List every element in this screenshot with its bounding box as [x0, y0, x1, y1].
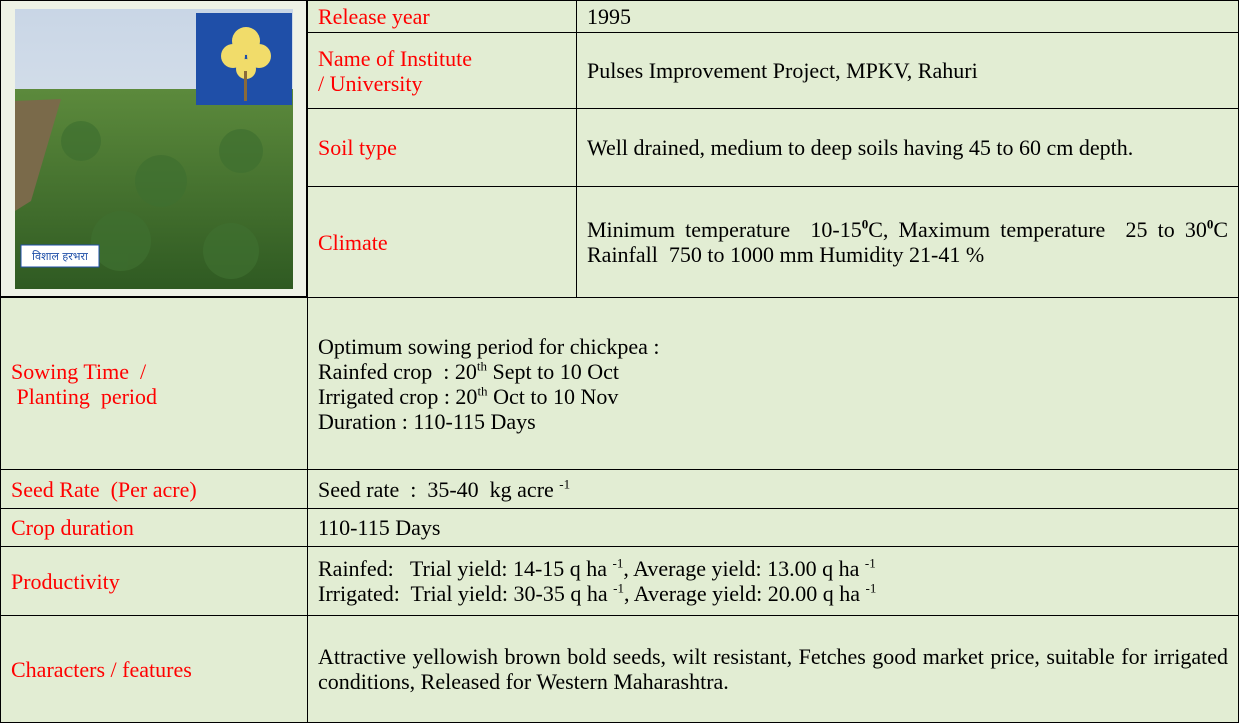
text: Oct to 10 Nov [487, 383, 619, 409]
superscript: -1 [864, 555, 876, 571]
row-label: Characters / features [0, 615, 308, 723]
text: Irrigated: Trial yield: 30-35 q ha [318, 581, 614, 606]
text: C, Maximum temperature 25 to 30 [868, 217, 1207, 242]
text: Rainfed crop : 20 [318, 358, 477, 384]
row-label: Release year [307, 0, 577, 33]
row-label: Climate [307, 186, 577, 298]
row-label: Crop duration [0, 508, 308, 547]
row-value: 1995 [576, 0, 1239, 33]
row-value: Minimum temperature 10-150C, Maximum tem… [576, 186, 1239, 298]
value-line: Seed rate : 35-40 kg acre -1 [318, 477, 1228, 502]
text: Seed rate : 35-40 kg acre [318, 476, 560, 502]
superscript: 0 [861, 216, 869, 232]
superscript: -1 [612, 555, 624, 571]
text: Irrigated crop : 20 [318, 383, 478, 409]
label-line: Sowing Time / [11, 358, 147, 384]
photo: विशाल हरभरा [15, 9, 293, 289]
row-label: Name of Institute / University [307, 32, 577, 109]
row-value: Optimum sowing period for chickpea : Rain… [307, 297, 1239, 470]
text: Duration : 110-115 Days [318, 408, 536, 434]
row-value: 110-115 Days [307, 508, 1239, 547]
label-line: Characters / features [11, 656, 192, 682]
text: Rainfed: Trial yield: 14-15 q ha [318, 556, 613, 581]
value-line: Irrigated crop : 20th Oct to 10 Nov [318, 384, 1228, 409]
value-line: Minimum temperature 10-150C, Maximum tem… [587, 217, 1228, 267]
text: 110-115 Days [318, 515, 441, 540]
row-value: Rainfed: Trial yield: 14-15 q ha -1, Ave… [307, 546, 1239, 616]
text: C Rainfall 750 to 1000 mm Humidity 21-41… [587, 217, 1234, 267]
value-line: Irrigated: Trial yield: 30-35 q ha -1, A… [318, 581, 1228, 606]
text: Sept to 10 Oct [486, 358, 619, 384]
row-label: Soil type [307, 108, 577, 187]
value-line: Optimum sowing period for chickpea : [318, 334, 1228, 359]
label-line: Crop duration [11, 515, 134, 540]
row-value: Well drained, medium to deep soils havin… [576, 108, 1239, 187]
label-line: Productivity [11, 568, 120, 594]
row-value: Attractive yellowish brown bold seeds, w… [307, 615, 1239, 723]
superscript: th [477, 383, 488, 399]
superscript: th [476, 358, 487, 374]
text: Attractive yellowish brown bold seeds, w… [318, 644, 1234, 694]
label-line: Seed Rate (Per acre) [11, 476, 197, 502]
row-value: Pulses Improvement Project, MPKV, Rahuri [576, 32, 1239, 109]
value-line: Rainfed: Trial yield: 14-15 q ha -1, Ave… [318, 556, 1228, 581]
superscript: -1 [613, 580, 624, 596]
text: Optimum sowing period for chickpea : [318, 333, 660, 359]
value-line: Pulses Improvement Project, MPKV, Rahuri [587, 58, 1228, 83]
label-line: / University [318, 70, 423, 96]
text: Well drained, medium to deep soils havin… [587, 135, 1134, 160]
label-line: Name of Institute [318, 45, 472, 71]
label-line: Soil type [318, 135, 397, 160]
label-line: Climate [318, 229, 388, 255]
value-line: Attractive yellowish brown bold seeds, w… [318, 644, 1228, 694]
text: , Average yield: 20.00 q ha [623, 581, 866, 606]
value-line: 110-115 Days [318, 515, 1228, 540]
superscript: 0 [1206, 216, 1214, 232]
value-line: 1995 [587, 4, 1228, 29]
text: , Average yield: 13.00 q ha [623, 556, 865, 581]
variety-photo: विशाल हरभरा [0, 0, 307, 297]
text: Minimum temperature 10-15 [587, 217, 862, 242]
row-value: Seed rate : 35-40 kg acre -1 [307, 469, 1239, 509]
row-label: Sowing Time / Planting period [0, 297, 308, 470]
row-label: Seed Rate (Per acre) [0, 469, 308, 509]
value-line: Duration : 110-115 Days [318, 409, 1228, 434]
row-label: Productivity [0, 546, 308, 616]
photo-caption: विशाल हरभरा [32, 250, 88, 263]
value-line: Well drained, medium to deep soils havin… [587, 135, 1228, 160]
label-line: Planting period [11, 383, 158, 409]
text: Pulses Improvement Project, MPKV, Rahuri [587, 58, 978, 83]
text: 1995 [587, 4, 631, 29]
superscript: -1 [559, 476, 571, 492]
value-line: Rainfed crop : 20th Sept to 10 Oct [318, 359, 1228, 384]
label-line: Release year [318, 4, 430, 29]
superscript: -1 [865, 580, 877, 596]
